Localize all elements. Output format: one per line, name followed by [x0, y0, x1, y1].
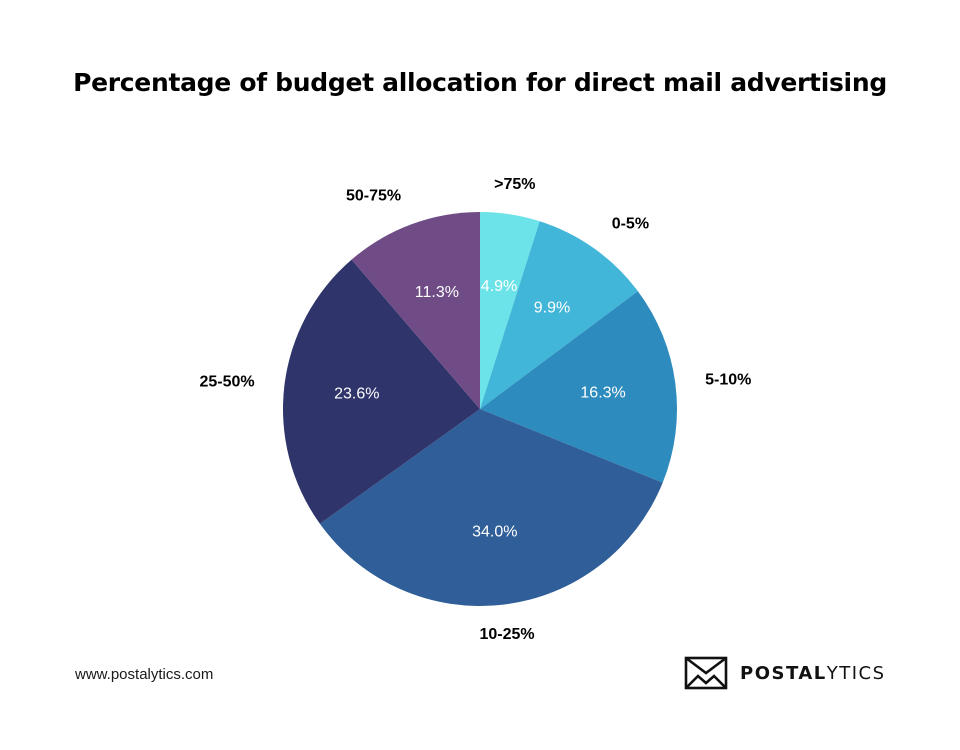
- slice-0-5pct: [480, 221, 638, 409]
- category-labels: >75% 0-5% 5-10% 10-25% 25-50% 50-75%: [199, 176, 751, 643]
- pie-slices: [283, 212, 677, 606]
- value-labels: 4.9% 9.9% 16.3% 34.0% 23.6% 11.3%: [334, 278, 626, 541]
- chart-title: Percentage of budget allocation for dire…: [73, 68, 887, 97]
- value-label-5-10pct: 16.3%: [580, 385, 625, 402]
- website-link[interactable]: www.postalytics.com: [75, 666, 214, 683]
- value-label-0-5pct: 9.9%: [534, 299, 570, 316]
- value-label-50-75pct: 11.3%: [415, 284, 459, 301]
- brand-name-bold: POSTAL: [740, 662, 827, 684]
- slice-gt75pct: [480, 212, 540, 409]
- slice-10-25pct: [319, 409, 663, 606]
- brand-name: POSTALYTICS: [740, 663, 886, 684]
- category-label-10-25pct: 10-25%: [479, 626, 534, 643]
- value-label-gt75pct: 4.9%: [481, 278, 517, 295]
- category-label-5-10pct: 5-10%: [705, 371, 751, 388]
- category-label-25-50pct: 25-50%: [199, 373, 254, 390]
- slice-5-10pct: [480, 291, 677, 483]
- value-label-25-50pct: 23.6%: [334, 386, 379, 403]
- brand-name-light: YTICS: [826, 662, 886, 684]
- postalytics-logo: POSTALYTICS: [684, 655, 886, 691]
- category-label-0-5pct: 0-5%: [612, 216, 649, 233]
- slice-50-75pct: [351, 212, 480, 409]
- envelope-chart-icon: [684, 656, 728, 690]
- category-label-gt75pct: >75%: [494, 176, 535, 193]
- category-label-50-75pct: 50-75%: [346, 188, 401, 205]
- value-label-10-25pct: 34.0%: [472, 524, 517, 541]
- slice-25-50pct: [283, 259, 480, 524]
